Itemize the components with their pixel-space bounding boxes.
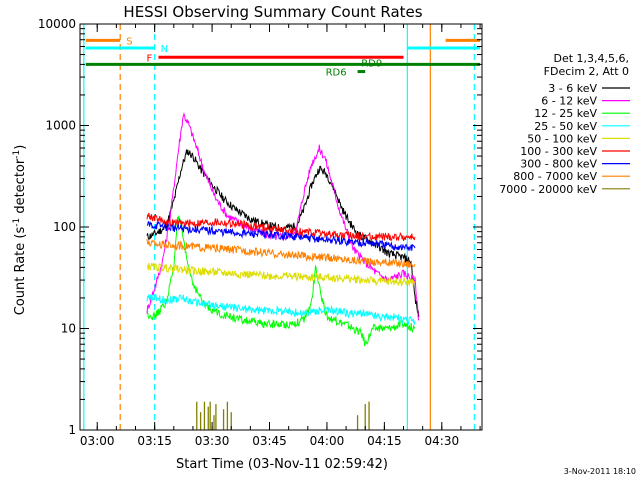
x-tick-label-4: 04:00 (310, 434, 345, 448)
series-line-6 (146, 220, 416, 252)
legend-label-3: 25 - 50 keV (534, 120, 597, 133)
x-tick-label-2: 03:30 (195, 434, 230, 448)
series-line-3 (146, 293, 416, 326)
series-line-2 (146, 215, 416, 347)
y-tick-label-3: 1000 (45, 119, 76, 133)
y-axis-label-end: ) (13, 145, 28, 150)
legend-label-0: 3 - 6 keV (548, 82, 597, 95)
marker-label-f: F (146, 53, 152, 64)
axis-ticks: 03:00 03:15 03:30 03:45 04:00 04:15 04:30 1 10 10… (38, 17, 482, 448)
marker-label-rd6: RD6 (326, 68, 347, 79)
marker-label-rd9: RD9 (361, 58, 382, 69)
count-rate-series (146, 112, 420, 430)
y-axis-label: Count Rate (s-1 detector-1) (12, 145, 28, 316)
marker-label-n: N (161, 44, 168, 55)
series-line-4 (146, 262, 416, 287)
legend-title-1: Det 1,3,4,5,6, (553, 52, 629, 65)
y-axis-label-mid: detector (13, 158, 28, 218)
x-tick-label-0: 03:00 (80, 434, 115, 448)
x-tick-label-1: 03:15 (137, 434, 172, 448)
y-axis-label-sup1: -1 (12, 218, 22, 227)
legend-label-8: 7000 - 20000 keV (499, 183, 597, 196)
legend-label-6: 300 - 800 keV (520, 158, 597, 171)
series-line-0 (146, 149, 420, 317)
footer-date: 3-Nov-2011 18:10 (564, 467, 636, 476)
legend-label-2: 12 - 25 keV (534, 107, 597, 120)
x-tick-label-5: 04:15 (367, 434, 402, 448)
series-line-7 (146, 238, 416, 269)
series-line-1 (146, 112, 420, 321)
y-tick-label-2: 100 (53, 220, 76, 234)
legend-label-5: 100 - 300 keV (520, 145, 597, 158)
marker-label-s: S (126, 36, 132, 47)
legend-label-7: 800 - 7000 keV (513, 170, 597, 183)
y-tick-label-0: 1 (68, 423, 76, 437)
x-axis-label: Start Time (03-Nov-11 02:59:42) (176, 457, 388, 472)
chart-title: HESSI Observing Summary Count Rates (123, 3, 422, 21)
y-tick-label-4: 10000 (38, 17, 76, 31)
y-axis-label-main: Count Rate (s (13, 227, 28, 316)
legend: Det 1,3,4,5,6, FDecim 2, Att 0 3 - 6 keV… (499, 52, 630, 196)
instrument-state-markers: S NF RD9 RD6 (85, 36, 481, 79)
legend-title-2: FDecim 2, Att 0 (544, 65, 629, 78)
x-tick-label-6: 04:30 (425, 434, 460, 448)
y-axis-label-sup2: -1 (12, 150, 22, 159)
legend-label-4: 50 - 100 keV (527, 132, 597, 145)
y-tick-label-1: 10 (61, 322, 76, 336)
series-line-5 (146, 212, 416, 243)
legend-label-1: 6 - 12 keV (541, 95, 597, 108)
x-tick-label-3: 03:45 (252, 434, 287, 448)
